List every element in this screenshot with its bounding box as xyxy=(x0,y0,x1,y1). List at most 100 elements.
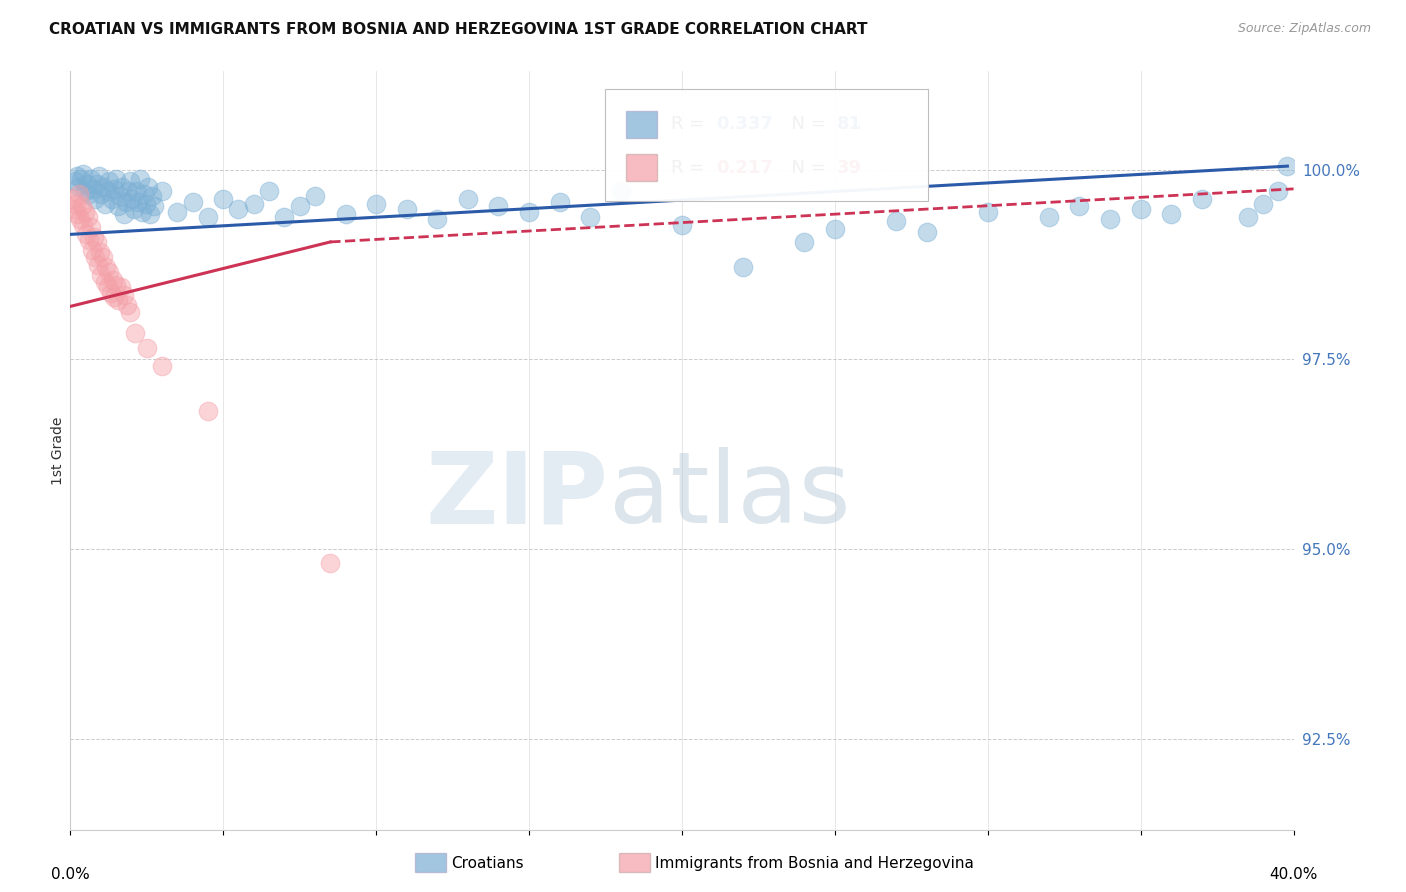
Point xyxy=(793,235,815,249)
Point xyxy=(319,556,342,570)
Point xyxy=(96,260,118,274)
Point xyxy=(129,172,152,186)
Point xyxy=(72,218,94,232)
Point xyxy=(104,172,127,186)
Point xyxy=(134,187,156,202)
Point xyxy=(150,359,173,373)
Text: 39: 39 xyxy=(837,159,862,177)
Text: ZIP: ZIP xyxy=(426,448,609,544)
Point xyxy=(976,204,998,219)
Point xyxy=(86,177,108,191)
Point xyxy=(127,194,149,209)
Point xyxy=(1069,199,1091,213)
Point xyxy=(884,214,907,228)
Point xyxy=(731,260,754,274)
Point xyxy=(150,184,173,198)
Point xyxy=(1038,210,1060,224)
Point xyxy=(197,404,219,418)
Point xyxy=(136,179,159,194)
Point xyxy=(135,341,157,355)
Point xyxy=(457,192,479,206)
Point xyxy=(228,202,250,217)
Point xyxy=(73,184,96,198)
Point xyxy=(124,326,146,340)
Text: Source: ZipAtlas.com: Source: ZipAtlas.com xyxy=(1237,22,1371,36)
Point xyxy=(1099,212,1122,227)
Text: 81: 81 xyxy=(837,115,862,134)
Point xyxy=(118,174,141,188)
Point xyxy=(65,197,87,211)
Point xyxy=(100,192,122,206)
Point xyxy=(304,189,326,203)
Point xyxy=(111,179,134,194)
Point xyxy=(1236,210,1258,224)
Point xyxy=(83,229,105,244)
Point xyxy=(107,293,129,308)
Point xyxy=(257,184,280,198)
Point xyxy=(100,285,122,300)
Point xyxy=(1251,197,1274,211)
Point xyxy=(97,280,120,294)
Point xyxy=(80,172,103,186)
Point xyxy=(110,280,132,294)
Text: Immigrants from Bosnia and Herzegovina: Immigrants from Bosnia and Herzegovina xyxy=(655,856,974,871)
Point xyxy=(93,275,115,289)
Point xyxy=(94,197,117,211)
Point xyxy=(243,197,266,211)
Point xyxy=(72,167,94,181)
Point xyxy=(89,244,111,259)
Point xyxy=(91,250,114,264)
Point xyxy=(197,210,219,224)
Point xyxy=(73,204,96,219)
Point xyxy=(395,202,418,217)
Text: 0.0%: 0.0% xyxy=(51,868,90,882)
Point xyxy=(89,169,111,183)
Point xyxy=(366,197,388,211)
Point xyxy=(143,199,166,213)
Text: CROATIAN VS IMMIGRANTS FROM BOSNIA AND HERZEGOVINA 1ST GRADE CORRELATION CHART: CROATIAN VS IMMIGRANTS FROM BOSNIA AND H… xyxy=(49,22,868,37)
Point xyxy=(1191,192,1213,206)
Point xyxy=(84,250,107,264)
Point xyxy=(75,227,97,242)
Point xyxy=(115,298,138,312)
Point xyxy=(610,184,633,198)
Point xyxy=(103,290,125,304)
Point xyxy=(426,212,449,227)
Point xyxy=(1160,207,1182,221)
Y-axis label: 1st Grade: 1st Grade xyxy=(51,417,65,484)
Point xyxy=(98,265,121,279)
Point xyxy=(90,268,112,282)
Point xyxy=(80,219,103,234)
Point xyxy=(1129,202,1152,217)
Point xyxy=(288,199,311,213)
Point xyxy=(67,187,90,202)
Point xyxy=(87,258,110,272)
Point xyxy=(77,233,100,247)
Point xyxy=(122,202,145,217)
Point xyxy=(70,199,93,213)
Point xyxy=(90,187,112,202)
Point xyxy=(166,204,188,219)
Point xyxy=(824,222,846,236)
Text: R =: R = xyxy=(671,115,710,134)
Point xyxy=(63,174,86,188)
Text: Croatians: Croatians xyxy=(451,856,524,871)
Point xyxy=(335,207,357,221)
Point xyxy=(101,273,124,287)
Text: R =: R = xyxy=(671,159,710,177)
Point xyxy=(118,305,141,319)
Point xyxy=(77,210,100,224)
Point xyxy=(69,212,91,227)
Point xyxy=(125,184,148,198)
Point xyxy=(84,192,107,206)
Text: 0.337: 0.337 xyxy=(716,115,772,134)
Point xyxy=(66,169,89,183)
Point xyxy=(103,182,125,196)
Point xyxy=(488,199,510,213)
Point xyxy=(517,204,540,219)
Point xyxy=(181,194,204,209)
Point xyxy=(139,207,162,221)
Point xyxy=(548,194,571,209)
Text: N =: N = xyxy=(780,115,832,134)
Point xyxy=(579,210,602,224)
